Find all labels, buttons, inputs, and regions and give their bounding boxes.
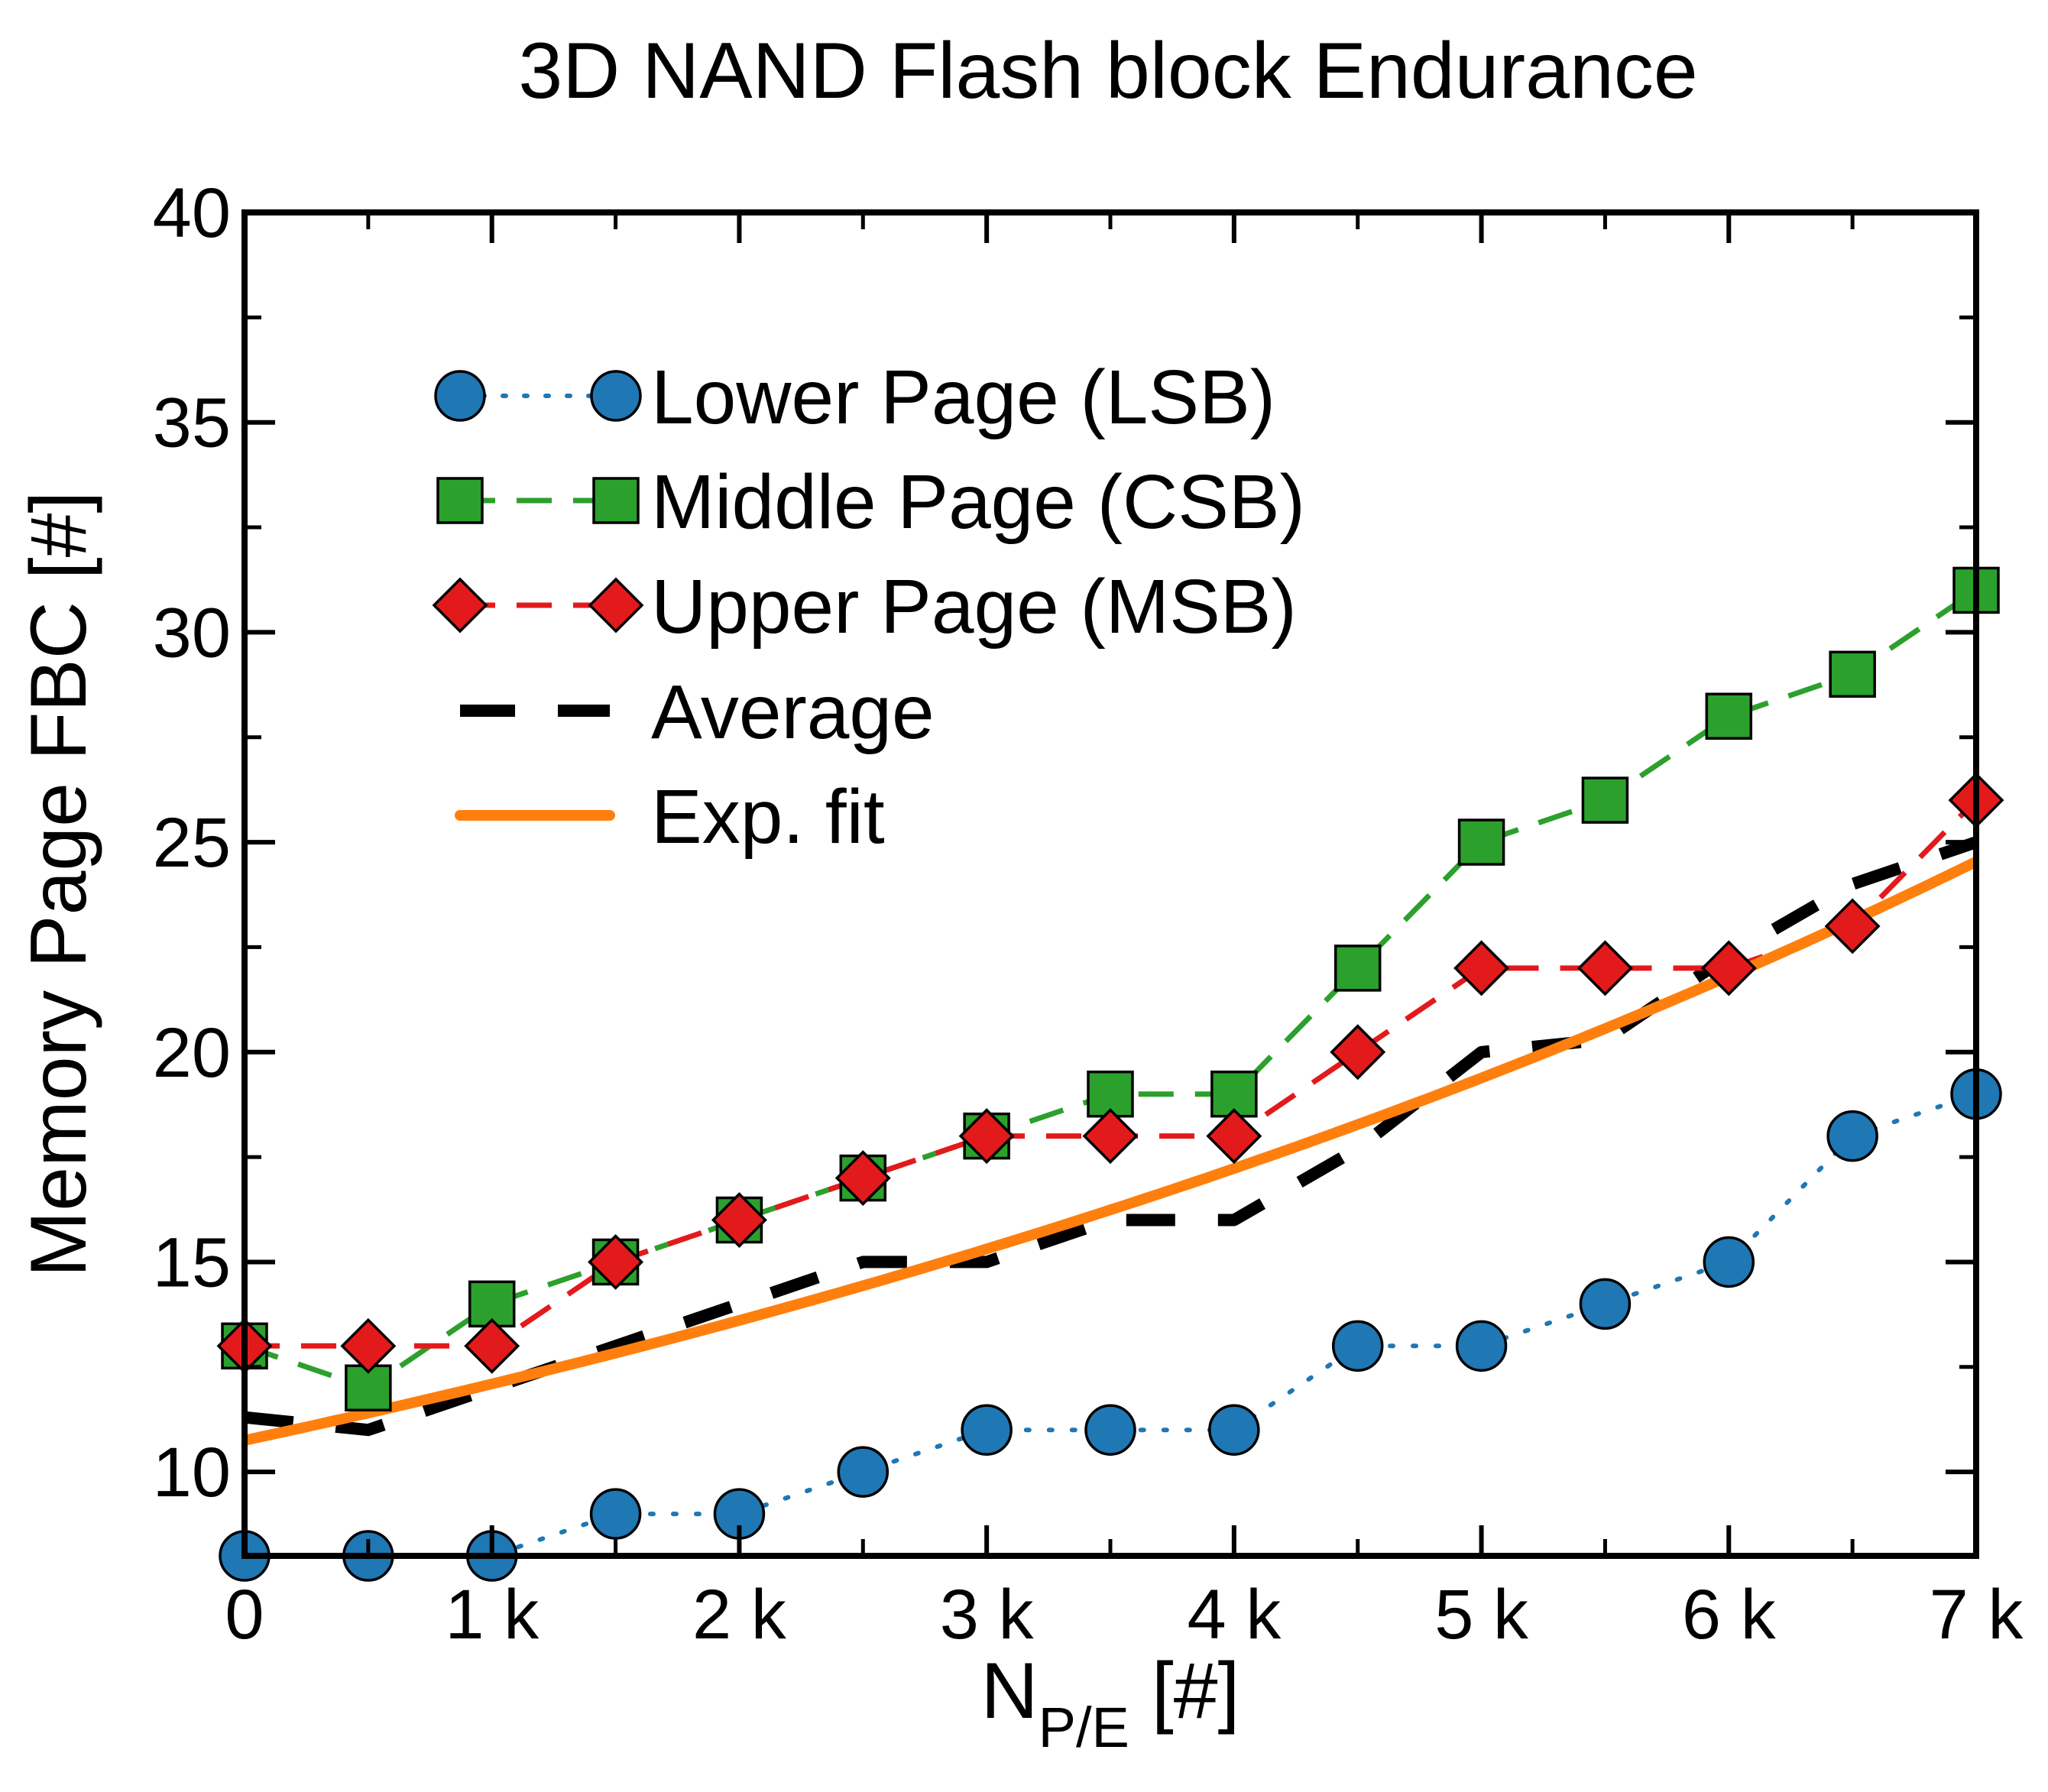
data-point-upper-page-msb-5500 — [1577, 940, 1633, 996]
legend-marker-start-middle-page-csb — [436, 477, 484, 524]
x-tick-label-6000: 6 k — [1682, 1576, 1777, 1654]
data-point-upper-page-msb-500 — [340, 1317, 397, 1374]
x-axis-title-suffix: [#] — [1129, 1647, 1240, 1735]
legend-marker-end-middle-page-csb — [592, 477, 640, 524]
data-point-lower-page-lsb-6000 — [1703, 1236, 1755, 1288]
y-tick-label-10: 10 — [153, 1434, 231, 1512]
data-point-middle-page-csb-5500 — [1581, 776, 1629, 824]
plot-area — [216, 566, 2004, 1582]
data-point-upper-page-msb-3000 — [958, 1108, 1015, 1165]
data-point-upper-page-msb-1500 — [588, 1233, 644, 1290]
legend-label-upper-page-msb: Upper Page (MSB) — [651, 564, 1297, 650]
y-tick-label-30: 30 — [153, 594, 231, 672]
x-axis-title: NP/E [#] — [981, 1647, 1240, 1759]
x-tick-label-2000: 2 k — [692, 1576, 787, 1654]
legend: Lower Page (LSB) Middle Page (CSB) Upper P… — [432, 355, 1305, 860]
axis-ticks: 0 1 k 2 k 3 k 4 k 5 k 6 k 7 k 10 15 20 25 30 35 40 — [153, 174, 2024, 1654]
x-axis-title-main: N — [981, 1647, 1039, 1735]
data-point-lower-page-lsb-6500 — [1826, 1110, 1878, 1162]
x-tick-label-1000: 1 k — [445, 1576, 540, 1654]
data-point-lower-page-lsb-3500 — [1084, 1404, 1136, 1456]
data-point-lower-page-lsb-2500 — [837, 1446, 890, 1498]
y-tick-label-40: 40 — [153, 174, 231, 252]
data-point-middle-page-csb-6500 — [1829, 650, 1876, 698]
data-point-upper-page-msb-5000 — [1453, 940, 1510, 996]
x-tick-label-7000: 7 k — [1930, 1576, 2024, 1654]
y-tick-label-20: 20 — [153, 1014, 231, 1092]
data-point-upper-page-msb-6000 — [1700, 940, 1757, 996]
y-axis-title: Memory Page FBC [#] — [15, 491, 103, 1278]
data-point-lower-page-lsb-5000 — [1455, 1320, 1508, 1372]
legend-label-lower-page-lsb: Lower Page (LSB) — [651, 355, 1275, 440]
y-tick-label-35: 35 — [153, 384, 231, 462]
data-point-upper-page-msb-2500 — [834, 1150, 891, 1207]
legend-marker-start-upper-page-msb — [432, 577, 488, 634]
data-point-middle-page-csb-4500 — [1333, 945, 1382, 992]
data-point-upper-page-msb-4000 — [1206, 1108, 1262, 1165]
legend-label-average: Average — [651, 669, 935, 755]
data-point-upper-page-msb-6500 — [1824, 898, 1881, 954]
data-point-upper-page-msb-2000 — [711, 1192, 767, 1248]
y-tick-label-25: 25 — [153, 804, 231, 882]
series-line-exp-fit — [245, 856, 1976, 1446]
data-point-middle-page-csb-3500 — [1087, 1070, 1134, 1118]
data-point-lower-page-lsb-1500 — [589, 1488, 642, 1540]
y-tick-label-15: 15 — [153, 1223, 231, 1301]
data-point-lower-page-lsb-4500 — [1331, 1320, 1384, 1372]
legend-label-middle-page-csb: Middle Page (CSB) — [651, 459, 1305, 545]
x-tick-label-5000: 5 k — [1434, 1576, 1529, 1654]
data-point-middle-page-csb-6000 — [1705, 692, 1753, 740]
legend-marker-start-lower-page-lsb — [434, 370, 486, 422]
chart-title: 3D NAND Flash block Endurance — [518, 27, 1697, 115]
legend-label-exp-fit: Exp. fit — [651, 774, 885, 860]
data-point-upper-page-msb-3500 — [1082, 1108, 1139, 1165]
legend-marker-end-lower-page-lsb — [590, 370, 642, 422]
x-tick-label-3000: 3 k — [940, 1576, 1035, 1654]
legend-marker-end-upper-page-msb — [588, 577, 644, 634]
series-markers — [216, 566, 2004, 1582]
data-point-upper-page-msb-1000 — [464, 1317, 520, 1374]
x-tick-label-0: 0 — [225, 1576, 264, 1654]
data-point-lower-page-lsb-5500 — [1579, 1278, 1632, 1330]
data-point-lower-page-lsb-4000 — [1208, 1404, 1260, 1456]
x-axis-title-subscript: P/E — [1039, 1696, 1129, 1759]
data-point-upper-page-msb-4500 — [1330, 1024, 1386, 1081]
x-tick-label-4000: 4 k — [1187, 1576, 1282, 1654]
data-point-middle-page-csb-5000 — [1457, 818, 1505, 866]
data-point-lower-page-lsb-3000 — [961, 1404, 1013, 1456]
